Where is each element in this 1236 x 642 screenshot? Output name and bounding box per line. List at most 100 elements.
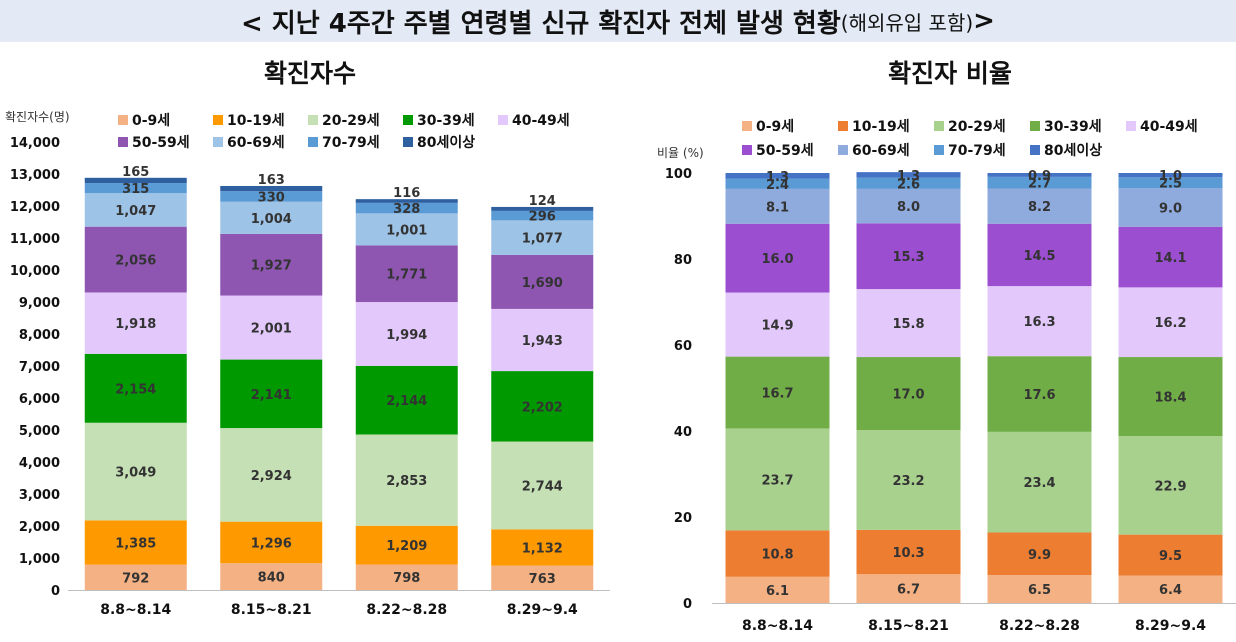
left-data-label: 1,047 (115, 204, 156, 219)
right-data-label: 9.9 (1028, 548, 1051, 563)
left-data-label: 840 (258, 571, 285, 586)
right-legend-label: 20-29세 (948, 119, 1006, 135)
right-data-label: 14.1 (1154, 251, 1186, 266)
right-legend-swatch (1030, 145, 1040, 155)
right-bar-segment (1118, 575, 1223, 603)
left-y-tick-label: 3,000 (19, 488, 60, 503)
right-bar-segment (856, 574, 961, 603)
right-y-axis-label: 비율 (%) (657, 146, 704, 160)
left-data-label: 1,690 (522, 276, 563, 291)
right-bar-segment (1118, 534, 1223, 576)
left-data-label: 1,943 (522, 334, 563, 349)
right-legend-swatch (742, 145, 752, 155)
left-legend-label: 10-19세 (227, 113, 285, 129)
right-data-label: 9.5 (1159, 549, 1182, 564)
right-bar-segment (725, 178, 830, 189)
left-x-tick-label: 8.15~8.21 (231, 602, 312, 618)
left-y-tick-label: 9,000 (19, 296, 60, 311)
left-legend-swatch (213, 137, 223, 147)
left-bar-segment (84, 422, 187, 521)
left-y-tick-label: 4,000 (19, 456, 60, 471)
left-y-tick-label: 1,000 (19, 552, 60, 567)
left-bar-segment (220, 185, 323, 192)
left-data-label: 1,918 (115, 317, 156, 332)
left-bar-segment (355, 245, 458, 303)
right-bar-segment (987, 188, 1092, 224)
right-bar-segment (987, 173, 1092, 177)
left-bar-segment (491, 220, 594, 255)
right-bar-segment (856, 172, 961, 178)
left-data-label: 2,853 (386, 474, 427, 489)
right-data-label: 23.7 (761, 473, 793, 488)
right-data-label: 1.3 (766, 170, 789, 185)
left-legend-label: 50-59세 (132, 135, 190, 151)
left-bar-segment (491, 254, 594, 309)
right-bar-segment (987, 223, 1092, 287)
left-data-label: 2,154 (115, 382, 156, 397)
left-y-axis-label: 확진자수(명) (5, 110, 70, 124)
left-data-label: 1,209 (386, 539, 427, 554)
left-data-label: 792 (122, 571, 149, 586)
right-bar-segment (856, 177, 961, 189)
left-y-tick-label: 8,000 (19, 328, 60, 343)
page-title-end: > (973, 6, 995, 36)
left-data-label: 296 (529, 210, 556, 225)
left-bar-segment (84, 183, 187, 194)
right-bar-segment (856, 188, 961, 224)
left-stacked-bar-chart: 확진자수(명) 0 1,000 2,000 3,000 4,000 5,000 6,000 7,… (5, 110, 610, 618)
left-data-label: 1,994 (386, 328, 427, 343)
left-legend-label: 70-79세 (322, 135, 380, 151)
left-y-tick-label: 0 (51, 584, 60, 599)
left-y-tick-label: 14,000 (10, 136, 60, 151)
right-bar-segment (725, 530, 830, 577)
left-legend-label: 20-29세 (322, 113, 380, 129)
right-bar-segment (987, 575, 1092, 603)
right-data-label: 6.1 (766, 584, 789, 599)
left-legend-label: 40-49세 (512, 113, 570, 129)
right-chart-title: 확진자 비율 (888, 59, 1012, 88)
right-bar-segment (987, 532, 1092, 576)
left-y-tick-label: 6,000 (19, 392, 60, 407)
left-y-tick-label: 10,000 (10, 264, 60, 279)
right-y-tick-label: 0 (683, 597, 692, 612)
right-legend-swatch (1030, 121, 1040, 131)
right-data-label: 23.4 (1023, 476, 1055, 491)
right-legend-label: 50-59세 (756, 143, 814, 159)
right-data-label: 14.5 (1023, 249, 1055, 264)
right-data-label: 10.3 (892, 546, 924, 561)
left-y-tick-label: 7,000 (19, 360, 60, 375)
right-legend-label: 60-69세 (852, 143, 910, 159)
left-legend-label: 0-9세 (132, 113, 170, 129)
right-y-tick-label: 100 (665, 167, 692, 182)
right-data-label: 17.0 (892, 388, 924, 403)
right-legend-swatch (934, 145, 944, 155)
right-data-label: 16.3 (1023, 315, 1055, 330)
left-data-label: 1,001 (386, 223, 427, 238)
right-data-label: 18.4 (1154, 391, 1186, 406)
right-legend-label: 10-19세 (852, 119, 910, 135)
right-legend-swatch (838, 121, 848, 131)
left-legend-swatch (498, 115, 508, 125)
right-y-tick-label: 20 (674, 511, 692, 526)
right-legend-label: 40-49세 (1140, 119, 1198, 135)
right-x-tick-label: 8.29~9.4 (1135, 618, 1206, 634)
right-data-label: 17.6 (1023, 388, 1055, 403)
right-bar-segment (987, 176, 1092, 189)
right-data-label: 6.7 (897, 583, 920, 598)
right-data-label: 0.9 (1028, 169, 1051, 184)
right-data-label: 8.1 (766, 200, 789, 215)
left-bar-segment (84, 226, 187, 293)
left-data-label: 330 (258, 190, 285, 205)
left-bar-segment (491, 308, 594, 372)
left-bar-segment (220, 201, 323, 234)
left-data-label: 2,924 (251, 469, 292, 484)
right-data-label: 1.0 (1159, 169, 1182, 184)
right-y-tick-label: 40 (674, 425, 692, 440)
right-data-label: 8.2 (1028, 200, 1051, 215)
right-bar-segment (987, 356, 1092, 432)
left-data-label: 2,744 (522, 479, 563, 494)
right-data-label: 16.0 (761, 252, 793, 267)
left-legend-swatch (118, 137, 128, 147)
left-y-tick-label: 12,000 (10, 200, 60, 215)
